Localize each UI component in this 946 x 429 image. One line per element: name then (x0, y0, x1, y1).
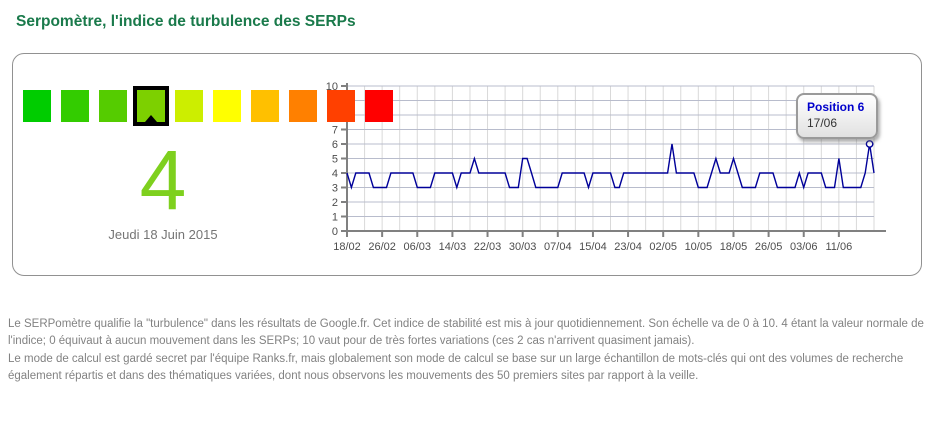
turbulence-chart[interactable]: 01234567891018/0226/0206/0314/0322/0330/… (13, 54, 918, 272)
x-tick-label: 30/03 (509, 241, 537, 253)
y-tick-label: 1 (332, 212, 338, 224)
y-tick-label: 7 (332, 125, 338, 137)
scale-square-4 (137, 90, 165, 122)
x-tick-label: 06/03 (404, 241, 432, 253)
scale-square-10 (365, 90, 393, 122)
x-tick-label: 15/04 (579, 241, 607, 253)
scale-square-1 (23, 90, 51, 122)
chart-tooltip: Position 6 17/06 (796, 93, 878, 139)
tooltip-date-label: 17/06 (807, 116, 838, 130)
turbulence-scale (23, 90, 393, 122)
x-tick-label: 14/03 (439, 241, 467, 253)
y-tick-label: 4 (332, 168, 338, 180)
x-tick-label: 18/05 (720, 241, 748, 253)
turbulence-line (346, 143, 875, 190)
scale-square-5 (175, 90, 203, 122)
y-tick-label: 3 (332, 183, 338, 195)
y-tick-label: 0 (332, 226, 338, 238)
tooltip-position-label: Position 6 (807, 100, 865, 114)
y-tick-label: 6 (332, 139, 338, 151)
turbulence-value: 4 (139, 133, 187, 227)
x-tick-label: 07/04 (544, 241, 572, 253)
serpometer-panel: 01234567891018/0226/0206/0314/0322/0330/… (12, 53, 922, 276)
description-paragraph-1: Le SERPomètre qualifie la "turbulence" d… (8, 318, 924, 347)
description-paragraph-2: Le mode de calcul est gardé secret par l… (8, 353, 904, 382)
scale-square-2 (61, 90, 89, 122)
x-tick-label: 26/05 (755, 241, 783, 253)
y-tick-label: 5 (332, 154, 338, 166)
x-tick-label: 10/05 (685, 241, 713, 253)
date-label: Jeudi 18 Juin 2015 (108, 227, 218, 242)
scale-square-8 (289, 90, 317, 122)
scale-square-7 (251, 90, 279, 122)
x-tick-label: 26/02 (368, 241, 396, 253)
scale-pointer-icon (145, 115, 157, 122)
scale-square-9 (327, 90, 355, 122)
page-title: Serpomètre, l'indice de turbulence des S… (16, 13, 356, 30)
x-tick-label: 22/03 (474, 241, 502, 253)
x-tick-label: 03/06 (790, 241, 818, 253)
scale-square-6 (213, 90, 241, 122)
scale-square-3 (99, 90, 127, 122)
x-tick-label: 18/02 (333, 241, 361, 253)
highlight-point-marker[interactable] (865, 140, 874, 148)
x-tick-label: 11/06 (826, 241, 853, 253)
x-tick-label: 02/05 (649, 241, 677, 253)
x-tick-label: 23/04 (614, 241, 642, 253)
y-tick-label: 2 (332, 197, 338, 209)
